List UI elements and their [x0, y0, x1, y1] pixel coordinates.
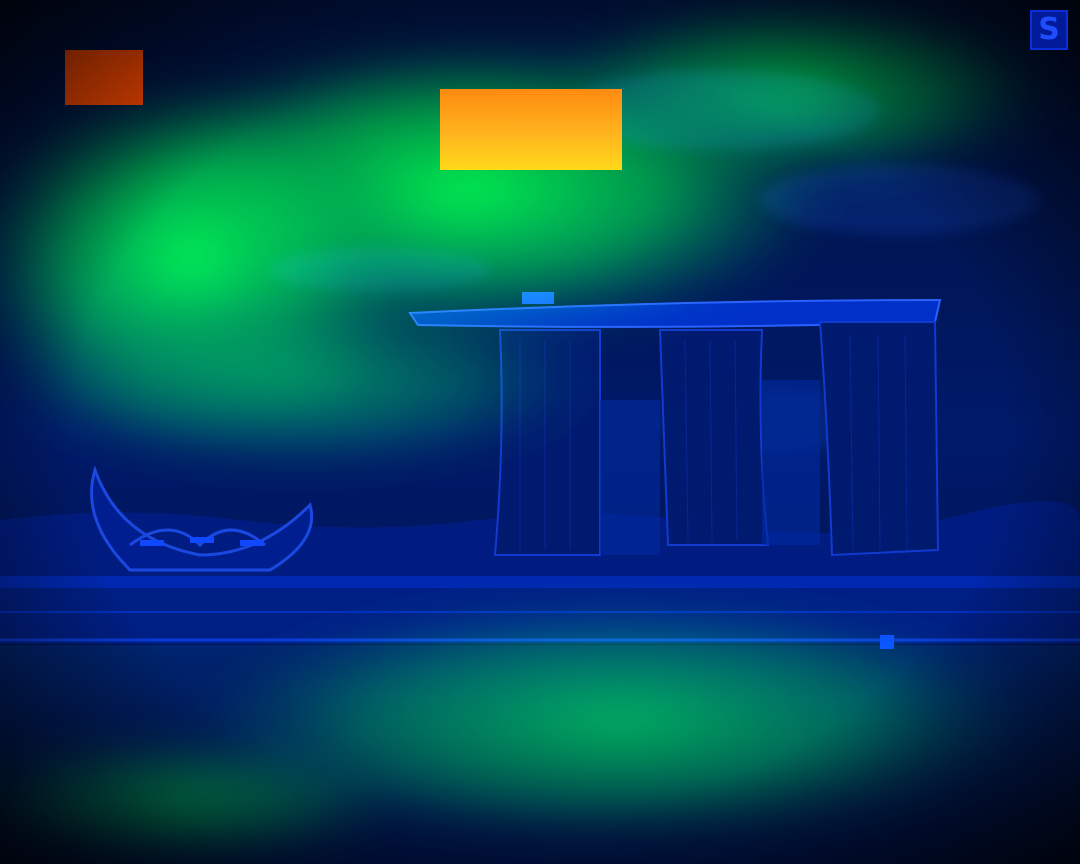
watermark-logo: S	[1030, 10, 1068, 50]
watermark-glyph: S	[1038, 12, 1060, 47]
